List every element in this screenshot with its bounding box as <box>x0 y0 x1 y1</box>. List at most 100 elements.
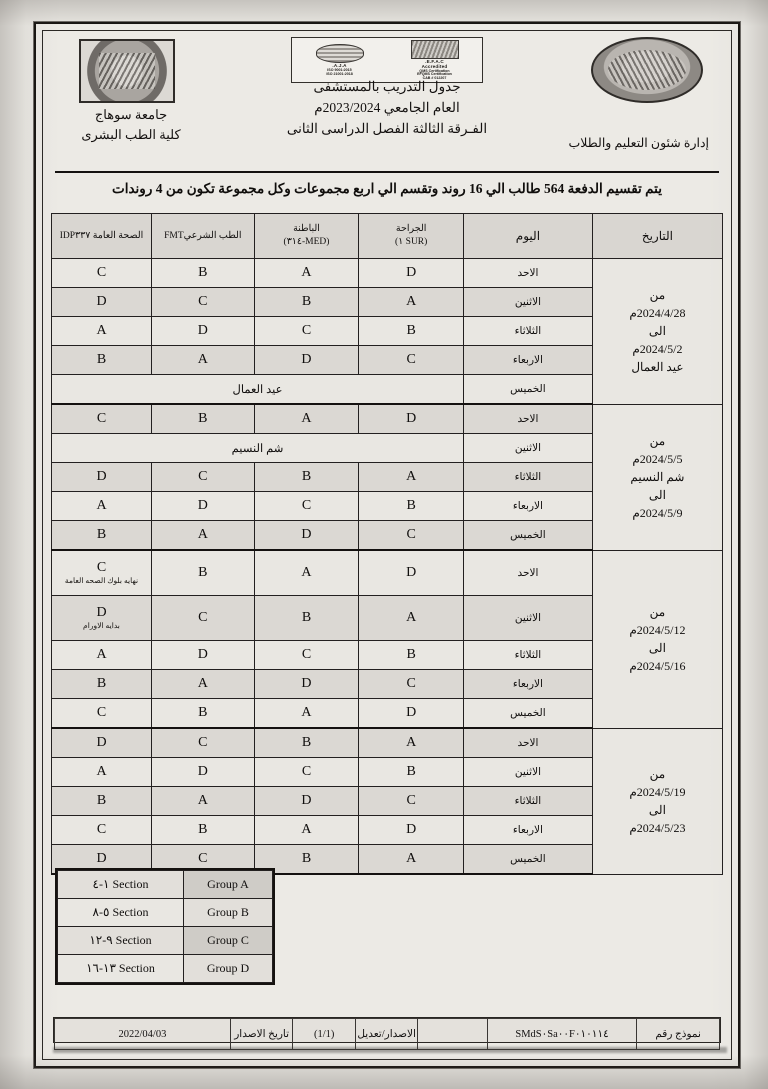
group-letter: A <box>301 265 312 280</box>
date-range-cell: من 2024/4/28م الى 2024/5/2م عيد العمال <box>591 258 724 405</box>
group-cell: A <box>253 403 360 434</box>
group-letter: D <box>96 294 107 309</box>
holiday-cell: عيد العمال <box>51 374 464 405</box>
holiday-cell: شم النسيم <box>51 433 464 463</box>
group-cell: A <box>253 549 360 596</box>
group-cell: C نهايه بلوك الصحه العامة <box>51 549 152 596</box>
day-cell: الاحد <box>463 727 593 758</box>
group-cell: A <box>151 669 255 699</box>
group-letter: A <box>96 647 107 662</box>
day-cell: الثلاثاء <box>463 640 593 670</box>
date-line: 2024/5/12م <box>629 623 686 637</box>
university-seal-icon <box>79 39 175 103</box>
group-letter: A <box>301 705 312 720</box>
group-cell: A <box>358 844 464 875</box>
group-cell: C <box>358 345 464 375</box>
col-header-internal: الباطنة (MED-٣١٤) <box>253 213 360 259</box>
group-section-legend: Group A Section ١-٤ Group B Section ٥-٨ Grou… <box>55 868 275 985</box>
group-letter: C <box>301 764 312 779</box>
schedule-table-head: التاريخ اليوم الجراحة (SUR ١) الباطنة (M… <box>51 213 724 259</box>
group-letter: B <box>301 851 312 866</box>
table-row: من 2024/4/28م الى 2024/5/2م عيد العمال الاحد D… <box>51 258 724 405</box>
date-line: 2024/5/5م <box>632 452 683 466</box>
group-letter: B <box>198 565 208 580</box>
efac-title: E.F.A.C. <box>425 59 444 65</box>
header-divider <box>55 171 719 173</box>
group-cell: C <box>151 462 255 492</box>
footer-table: نموذج رقم SMdS٠Sa٠٠F٠١٠١١٤ الاصدار/تعديل… <box>54 1018 720 1050</box>
group-cell: D <box>358 258 464 288</box>
group-cell: A <box>358 462 464 492</box>
date-range-cell: من 2024/5/5م شم النسيم الى 2024/5/9م <box>591 403 724 551</box>
group-letter: C <box>198 735 208 750</box>
group-cell: A <box>253 698 360 729</box>
group-letter: D <box>197 764 208 779</box>
group-cell: D <box>151 491 255 521</box>
day-cell: الثلاثاء <box>463 316 593 346</box>
legend-group-label: Group D <box>183 954 273 983</box>
day-cell: الخميس <box>463 374 593 405</box>
title-line-1: جدول التدريب بالمستشفى <box>313 79 461 94</box>
group-letter: B <box>406 323 416 338</box>
footer-issue-date-value: 2022/04/03 <box>54 1018 231 1050</box>
day-cell: الاثنين <box>463 595 593 641</box>
date-line: من <box>649 288 666 303</box>
group-cell: D <box>51 462 152 492</box>
day-cell: الاحد <box>463 403 593 434</box>
footer-form-code: SMdS٠Sa٠٠F٠١٠١١٤ <box>486 1018 638 1050</box>
table-row: من 2024/5/5م شم النسيم الى 2024/5/9م الاحد D A B… <box>51 403 724 551</box>
date-line: من <box>649 605 666 619</box>
group-letter: C <box>406 676 416 691</box>
table-row: الاثنين A B C D بدايه الاورام <box>51 595 723 641</box>
efac-accreditation-logo: E.F.A.C. Accredited QMS Certification EF… <box>393 39 477 81</box>
col-header-day: اليوم <box>463 213 593 259</box>
block-annotation: نهايه بلوك الصحه العامة <box>64 576 139 586</box>
group-letter: A <box>406 735 417 750</box>
group-cell: A <box>151 786 255 816</box>
day-cell: الاثنين <box>463 287 593 317</box>
schedule-table-wrapper: التاريخ اليوم الجراحة (SUR ١) الباطنة (M… <box>51 213 724 875</box>
group-cell: A <box>151 520 255 551</box>
group-cell: C <box>51 403 152 434</box>
table-row: الاربعاء C D A B <box>51 669 723 699</box>
date-line: شم النسيم <box>630 470 685 484</box>
day-cell: الثلاثاء <box>463 462 593 492</box>
group-letter: C <box>406 793 416 808</box>
col-header-forensic-ar: الطب الشرعي <box>183 230 242 241</box>
group-cell: B <box>253 727 360 758</box>
footer-row: نموذج رقم SMdS٠Sa٠٠F٠١٠١١٤ الاصدار/تعديل… <box>54 1018 720 1050</box>
legend-group-label: Group C <box>183 926 273 955</box>
group-letter: D <box>406 705 417 720</box>
col-header-surgery: الجراحة (SUR ١) <box>358 213 464 259</box>
legend-group-label: Group B <box>183 898 273 927</box>
group-letter: B <box>406 764 416 779</box>
faculty-seal-icon <box>591 37 703 103</box>
legend-row: Group C Section ٩-١٢ <box>57 926 273 955</box>
group-letter: D <box>96 605 107 621</box>
legend-table: Group A Section ١-٤ Group B Section ٥-٨ Grou… <box>57 870 273 983</box>
col-header-internal-code: (MED-٣١٤) <box>283 237 330 247</box>
col-header-surgery-ar: الجراحة <box>395 224 427 235</box>
group-cell: D <box>253 345 360 375</box>
group-cell: B <box>51 345 152 375</box>
date-line: الى <box>648 803 666 817</box>
group-letter: D <box>301 527 312 542</box>
day-cell: الاثنين <box>463 433 593 463</box>
group-letter: C <box>96 560 107 576</box>
title-line-2: العام الجامعي 2023/2024م <box>314 99 460 115</box>
administration-label: إدارة شئون التعليم والطلاب <box>568 136 709 150</box>
group-cell: B <box>51 520 152 551</box>
efac-line3: CAB # 012207 <box>422 76 447 81</box>
group-cell: B <box>151 698 255 729</box>
header-row: التاريخ اليوم الجراحة (SUR ١) الباطنة (M… <box>51 213 724 259</box>
date-line: 2024/5/9م <box>632 506 683 520</box>
schedule-table-body: من 2024/4/28م الى 2024/5/2م عيد العمال الاحد D… <box>51 258 724 875</box>
title-line-3: الفـرقة الثالثة الفصل الدراسى الثانى <box>286 120 488 136</box>
footer-shadow <box>53 1047 727 1053</box>
legend-row: Group B Section ٥-٨ <box>57 898 273 927</box>
group-letter: A <box>96 498 107 513</box>
group-cell: B <box>358 757 464 787</box>
table-row: الثلاثاء B C D A <box>51 316 723 346</box>
day-cell: الاربعاء <box>463 345 593 375</box>
group-letter: A <box>197 352 208 367</box>
